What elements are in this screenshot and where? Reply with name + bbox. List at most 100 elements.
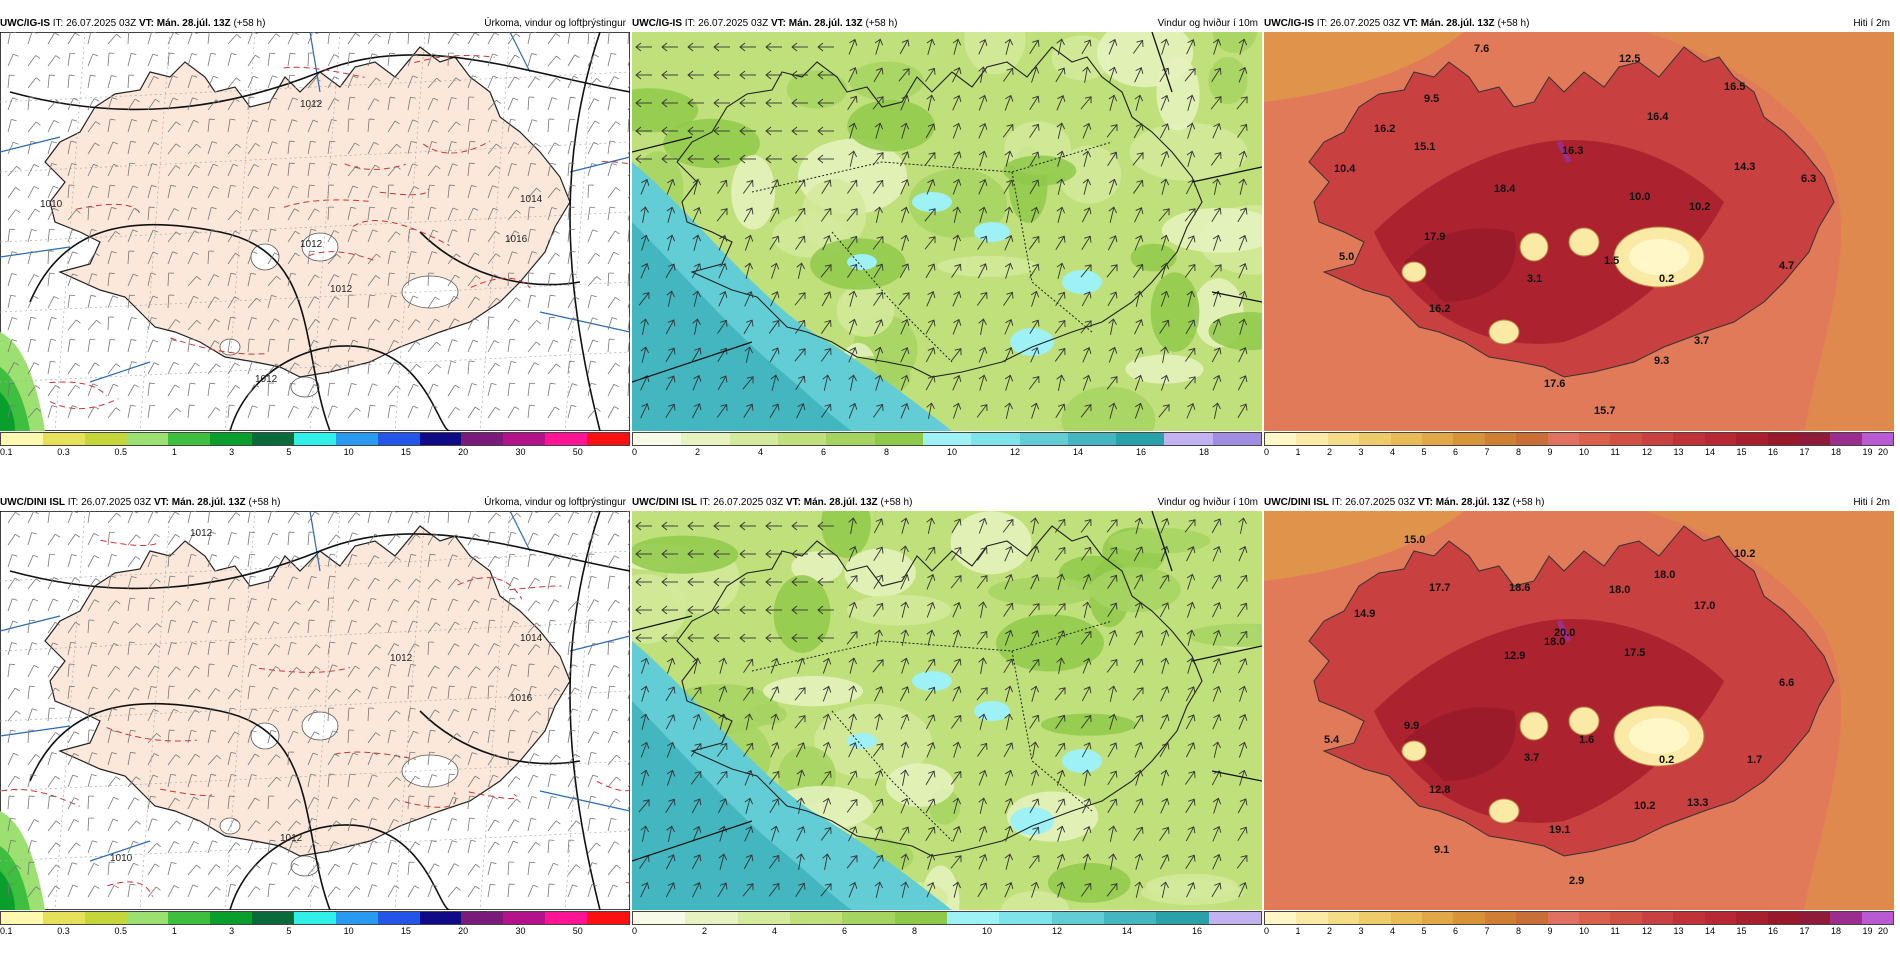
isobar-label: 1012 xyxy=(330,284,353,295)
panel-title: Hiti í 2m xyxy=(1853,16,1890,32)
map-panel-precip: UWC/DINI ISL IT: 26.07.2025 03Z VT: Mán.… xyxy=(0,495,630,955)
colorbar-swatch xyxy=(895,912,947,924)
colorbar-tick-label: 14 xyxy=(1705,926,1715,936)
colorbar-swatch xyxy=(738,912,790,924)
colorbar-swatch xyxy=(294,912,336,924)
issue-time: 26.07.2025 03Z xyxy=(1345,497,1415,508)
colorbar-swatch xyxy=(1116,433,1164,445)
map-area[interactable] xyxy=(632,511,1262,910)
colorbar-tick-label: 50 xyxy=(573,926,583,936)
colorbar-swatch xyxy=(1485,912,1516,924)
it-label: IT: xyxy=(1332,497,1343,508)
map-canvas xyxy=(632,32,1262,431)
colorbar-tick-label: 0.5 xyxy=(115,926,128,936)
it-label: IT: xyxy=(700,497,711,508)
colorbar-tick-label: 0 xyxy=(1264,447,1269,457)
colorbar-tick-label: 12 xyxy=(1052,926,1062,936)
lead-time: (+58 h) xyxy=(880,497,912,508)
colorbar-tick-label: 17 xyxy=(1800,447,1810,457)
colorbar xyxy=(632,432,1262,446)
colorbar-swatch xyxy=(1673,433,1704,445)
temperature-value: 12.8 xyxy=(1429,784,1450,796)
colorbar-swatch xyxy=(1265,433,1296,445)
panel-header: UWC/IG-IS IT: 26.07.2025 03Z VT: Mán. 28… xyxy=(0,16,630,32)
panel-title: Úrkoma, vindur og loftþrýstingur xyxy=(484,16,626,32)
colorbar-tick-label: 16 xyxy=(1768,447,1778,457)
temperature-value: 9.3 xyxy=(1654,355,1669,367)
colorbar-tick-label: 3 xyxy=(229,926,234,936)
colorbar-tick-label: 17 xyxy=(1800,926,1810,936)
colorbar-tick-label: 4 xyxy=(772,926,777,936)
colorbar-swatch xyxy=(1068,433,1116,445)
colorbar-swatch xyxy=(1673,912,1704,924)
model-name: UWC/DINI ISL xyxy=(0,497,65,508)
colorbar-swatch xyxy=(1391,912,1422,924)
temperature-value: 14.9 xyxy=(1354,608,1375,620)
map-panel-wind: UWC/DINI ISL IT: 26.07.2025 03Z VT: Mán.… xyxy=(632,495,1262,955)
colorbar-tick-label: 8 xyxy=(1516,926,1521,936)
colorbar-swatch xyxy=(1213,433,1261,445)
colorbar-swatch xyxy=(633,433,681,445)
valid-time: Mán. 28.júl. 13Z xyxy=(789,18,863,29)
colorbar xyxy=(632,911,1262,925)
colorbar-swatch xyxy=(1422,912,1453,924)
colorbar-tick-label: 12 xyxy=(1642,926,1652,936)
colorbar-tick-label: 3 xyxy=(1359,926,1364,936)
colorbar-swatch xyxy=(999,912,1051,924)
isobar-label: 1012 xyxy=(190,528,213,539)
colorbar-tick-label: 16 xyxy=(1768,926,1778,936)
colorbar-tick-label: 16 xyxy=(1192,926,1202,936)
colorbar-tick-label: 10 xyxy=(1579,926,1589,936)
colorbar-swatch xyxy=(168,433,210,445)
model-name: UWC/IG-IS xyxy=(0,18,50,29)
temperature-value: 4.7 xyxy=(1779,260,1794,272)
colorbar xyxy=(0,432,630,446)
colorbar-swatch xyxy=(1052,912,1104,924)
colorbar-tick-label: 6 xyxy=(1453,447,1458,457)
vt-label: VT: xyxy=(139,18,154,29)
temperature-value: 1.7 xyxy=(1747,754,1762,766)
colorbar-swatch xyxy=(1736,433,1767,445)
colorbar-swatch xyxy=(1830,433,1861,445)
colorbar-swatch xyxy=(1642,912,1673,924)
valid-time: Mán. 28.júl. 13Z xyxy=(1421,18,1495,29)
colorbar-tick-label: 10 xyxy=(947,447,957,457)
temperature-value: 16.5 xyxy=(1724,81,1745,93)
colorbar-swatch xyxy=(1516,433,1547,445)
colorbar-swatch xyxy=(1104,912,1156,924)
colorbar-tick-label: 20 xyxy=(1878,447,1888,457)
colorbar-tick-label: 20 xyxy=(1878,926,1888,936)
colorbar-swatch xyxy=(1610,433,1641,445)
colorbar-swatch xyxy=(778,433,826,445)
colorbar-tick-label: 2 xyxy=(702,926,707,936)
colorbar-swatch xyxy=(210,433,252,445)
colorbar-tick-label: 19 xyxy=(1863,926,1873,936)
isobar-label: 1010 xyxy=(40,199,63,210)
colorbar-swatch xyxy=(1768,433,1799,445)
colorbar-tick-label: 1 xyxy=(1296,926,1301,936)
colorbar-tick-label: 12 xyxy=(1010,447,1020,457)
colorbar-swatch xyxy=(875,433,923,445)
colorbar-swatch xyxy=(1736,912,1767,924)
issue-time: 26.07.2025 03Z xyxy=(1330,18,1400,29)
colorbar-swatch xyxy=(1265,912,1296,924)
temperature-value: 16.3 xyxy=(1562,145,1583,157)
panel-title: Hiti í 2m xyxy=(1853,495,1890,511)
colorbar-swatch xyxy=(461,912,503,924)
temperature-value: 1.5 xyxy=(1604,255,1619,267)
colorbar-tick-label: 18 xyxy=(1831,447,1841,457)
colorbar-tick-label: 14 xyxy=(1073,447,1083,457)
colorbar-tick-label: 8 xyxy=(884,447,889,457)
colorbar-tick-label: 15 xyxy=(1737,926,1747,936)
map-area[interactable] xyxy=(632,32,1262,431)
colorbar-swatch xyxy=(1705,433,1736,445)
isobar-label: 1012 xyxy=(280,833,303,844)
colorbar-tick-label: 6 xyxy=(1453,926,1458,936)
colorbar-swatch xyxy=(1,433,43,445)
